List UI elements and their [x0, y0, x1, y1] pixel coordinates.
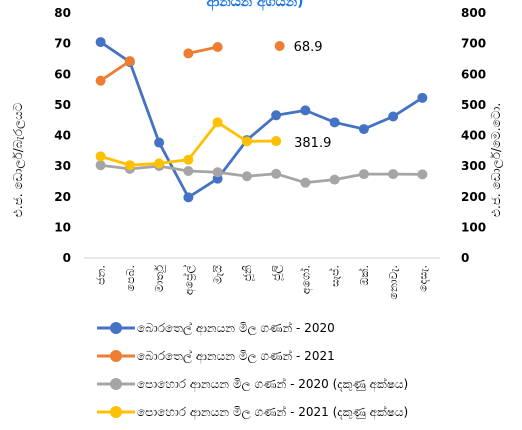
data-point: [212, 167, 223, 178]
y-right-tick-label: 100: [461, 220, 486, 234]
legend-label: පොහොර ආනයන මිල ගණන් - 2020 (දකුණු අක්ෂය): [137, 377, 408, 392]
x-axis-categories: ජන. පෙබ. මාර්තු අප්‍රේල් මැයි ජූනි ජූලි අගෝ. සැප…: [95, 264, 430, 299]
x-category-label: පෙබ.: [124, 265, 137, 291]
y-axis-right-title: එ.ජ. ඩොලර්/මෙ.ටො.: [489, 103, 504, 217]
x-category-label: ඔක්.: [357, 265, 371, 286]
series-3: [95, 117, 282, 171]
y-left-tick-label: 0: [63, 251, 71, 265]
annotation-marker: [274, 40, 285, 51]
data-point: [95, 37, 106, 48]
data-point: [417, 169, 428, 180]
y-left-tick-label: 50: [54, 98, 71, 112]
data-point: [241, 136, 252, 147]
x-category-label: සැප්.: [328, 265, 342, 287]
y-right-tick-label: 400: [461, 129, 486, 143]
data-point: [388, 169, 399, 180]
x-category-label: දෙසැ.: [416, 265, 429, 292]
data-point: [183, 192, 194, 203]
x-category-label: අගෝ.: [298, 265, 313, 294]
data-point: [358, 124, 369, 135]
x-category-label: මාර්තු: [153, 265, 166, 292]
legend-marker: [110, 378, 122, 390]
x-category-label: ජූනි: [241, 265, 254, 282]
data-point: [154, 158, 165, 169]
y-left-tick-label: 20: [54, 190, 71, 204]
y-right-tick-label: 700: [461, 37, 486, 51]
y-right-tick-label: 0: [461, 251, 469, 265]
legend-marker: [110, 322, 122, 334]
data-point: [300, 105, 311, 116]
y-left-tick-label: 30: [54, 159, 71, 173]
legend-item: පොහොර ආනයන මිල ගණන් - 2020 (දකුණු අක්ෂය): [97, 377, 408, 392]
series-0: [95, 37, 428, 203]
data-point: [212, 117, 223, 128]
y-axis-left-ticks: 0 10 20 30 40 50 60 70 80: [54, 6, 71, 265]
data-point: [183, 166, 194, 177]
data-point: [95, 160, 106, 171]
legend-marker: [110, 350, 122, 362]
legend-item: බොරතෙල් ආනයන මිල ගණන් - 2020: [97, 321, 335, 336]
y-left-tick-label: 10: [54, 220, 71, 234]
data-point: [329, 117, 340, 128]
data-point: [329, 174, 340, 185]
legend-label: පොහොර ආනයන මිල ගණන් - 2021 (දකුණු අක්ෂය): [137, 405, 408, 420]
data-point: [183, 154, 194, 165]
legend-item: පොහොර ආනයන මිල ගණන් - 2021 (දකුණු අක්ෂය): [97, 405, 408, 420]
legend: බොරතෙල් ආනයන මිල ගණන් - 2020 බොරතෙල් ආනයන…: [97, 321, 408, 420]
data-point: [300, 177, 311, 188]
legend-marker: [110, 406, 122, 418]
data-point: [271, 136, 282, 147]
data-point: [417, 92, 428, 103]
x-category-label: මැයි: [212, 265, 225, 284]
y-right-tick-label: 200: [461, 190, 486, 204]
annotations: 68.9 381.9: [274, 40, 331, 151]
data-point: [271, 168, 282, 179]
y-axis-right-ticks: 0 100 200 300 400 500 600 700 800: [461, 6, 486, 265]
y-left-tick-label: 60: [54, 67, 71, 81]
y-right-tick-label: 800: [461, 6, 486, 20]
chart-title: ආනයන අගයන්): [206, 0, 303, 11]
legend-label: බොරතෙල් ආනයන මිල ගණන් - 2020: [137, 321, 335, 336]
legend-label: බොරතෙල් ආනයන මිල ගණන් - 2021: [137, 349, 335, 364]
data-point: [388, 111, 399, 122]
x-category-label: ජන.: [95, 265, 108, 285]
series-1: [95, 41, 223, 86]
y-right-tick-label: 600: [461, 67, 486, 81]
data-point: [95, 75, 106, 86]
data-point: [124, 56, 135, 67]
data-point: [124, 160, 135, 171]
y-left-tick-label: 70: [54, 37, 71, 51]
legend-item: බොරතෙල් ආනයන මිල ගණන් - 2021: [97, 349, 335, 364]
series-line: [100, 163, 423, 185]
y-right-tick-label: 500: [461, 98, 486, 112]
data-point: [154, 137, 165, 148]
data-point: [241, 171, 252, 182]
x-category-label: නොවැ.: [387, 265, 400, 300]
data-point: [271, 110, 282, 121]
series-line: [99, 59, 131, 82]
data-point: [183, 48, 194, 59]
y-left-tick-label: 80: [54, 6, 71, 20]
y-axis-left-title: එ.ජ. ඩොලර්/බැරලයට: [11, 102, 26, 217]
data-label: 68.9: [294, 40, 323, 55]
data-label: 381.9: [294, 136, 331, 151]
data-point: [212, 41, 223, 52]
data-point: [95, 151, 106, 162]
y-left-tick-label: 40: [54, 129, 71, 143]
series-line: [99, 40, 424, 199]
data-point: [358, 169, 369, 180]
x-category-label: අප්‍රේල්: [181, 264, 196, 295]
series-layer: [95, 37, 428, 203]
x-category-label: ජූලි: [270, 264, 284, 281]
y-right-tick-label: 300: [461, 159, 486, 173]
